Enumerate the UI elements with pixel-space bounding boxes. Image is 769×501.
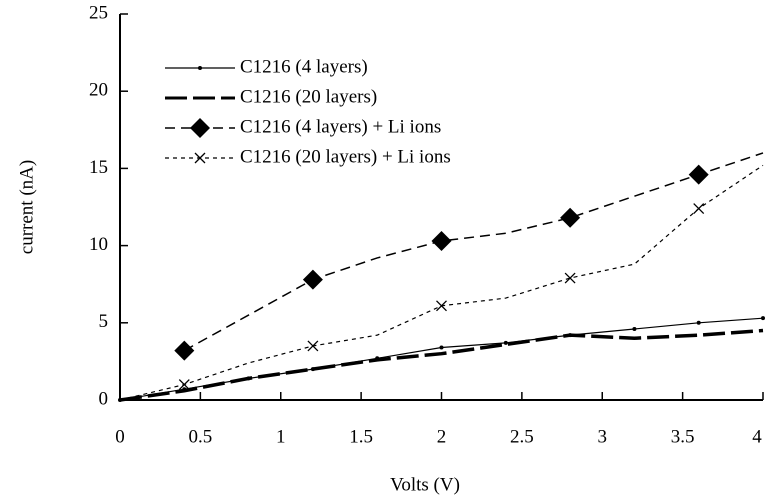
point [632,326,637,331]
y-tick-label: 20 [89,80,108,101]
point [688,164,709,185]
x-tick-label: 2.5 [510,426,534,447]
y-tick-label: 15 [89,157,108,178]
point [761,316,765,321]
point [436,300,447,312]
point [693,203,705,215]
legend-marker [194,152,206,164]
legend-label: C1216 (4 layers) + Li ions [240,116,441,137]
legend-marker [198,66,202,70]
series-line [119,164,764,401]
x-tick-label: 3.5 [671,426,695,447]
point [431,230,452,251]
point [503,340,508,345]
point [174,340,195,361]
legend-label: C1216 (20 layers) + Li ions [240,146,451,167]
point [560,207,581,228]
legend-label: C1216 (4 layers) [240,56,368,77]
x-tick-label: 3 [598,426,608,447]
y-tick-label: 5 [99,311,109,332]
y-tick-label: 25 [89,2,108,23]
point [302,269,323,290]
x-tick-label: 1 [276,426,286,447]
y-tick-label: 0 [99,388,109,409]
point [439,345,444,350]
point [178,379,190,391]
y-tick-label: 10 [89,234,108,255]
legend-marker [190,118,210,138]
x-tick-label: 4 [752,426,762,447]
x-tick-label: 1.5 [349,426,373,447]
series-line [183,152,764,352]
legend-label: C1216 (20 layers) [240,86,377,107]
point [307,340,319,352]
x-tick-label: 2 [437,426,447,447]
point [696,320,701,325]
series-line [119,317,764,401]
x-axis-label: Volts (V) [390,474,460,495]
y-axis-label: current (nA) [16,160,37,254]
x-tick-label: 0.5 [189,426,213,447]
x-tick-label: 0 [115,426,125,447]
series-line [119,328,764,402]
point [564,272,576,284]
